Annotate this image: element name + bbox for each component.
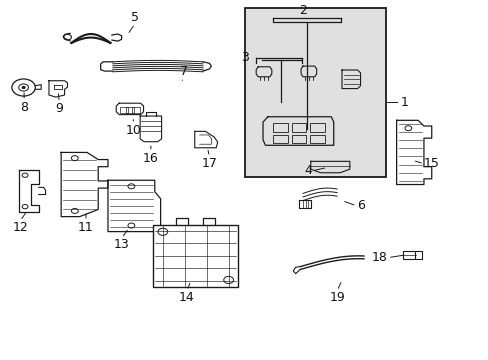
Text: 3: 3	[241, 51, 249, 64]
Text: 1: 1	[400, 96, 407, 109]
Text: 17: 17	[201, 157, 217, 170]
Bar	[291, 135, 306, 143]
Bar	[291, 123, 306, 132]
Circle shape	[22, 86, 25, 89]
Text: 12: 12	[12, 221, 28, 234]
Text: 19: 19	[328, 291, 345, 304]
Text: 8: 8	[20, 101, 28, 114]
Text: 14: 14	[179, 291, 194, 304]
Text: 7: 7	[179, 64, 187, 77]
Text: 2: 2	[299, 4, 306, 17]
Text: 16: 16	[142, 152, 159, 165]
Bar	[273, 135, 287, 143]
Bar	[273, 123, 287, 132]
Text: 11: 11	[78, 221, 94, 234]
Text: 5: 5	[130, 11, 139, 24]
Text: 10: 10	[125, 124, 141, 137]
Bar	[402, 251, 414, 259]
Bar	[126, 107, 134, 113]
Text: 9: 9	[55, 103, 63, 116]
Text: 18: 18	[371, 251, 387, 264]
Text: 6: 6	[356, 199, 364, 212]
Bar	[310, 123, 325, 132]
Text: 4: 4	[304, 165, 311, 177]
Bar	[245, 8, 385, 177]
Bar	[310, 135, 325, 143]
Text: 13: 13	[114, 238, 129, 251]
Text: 15: 15	[423, 157, 439, 170]
Bar	[120, 107, 128, 113]
Bar	[153, 225, 238, 287]
Bar	[132, 107, 140, 113]
